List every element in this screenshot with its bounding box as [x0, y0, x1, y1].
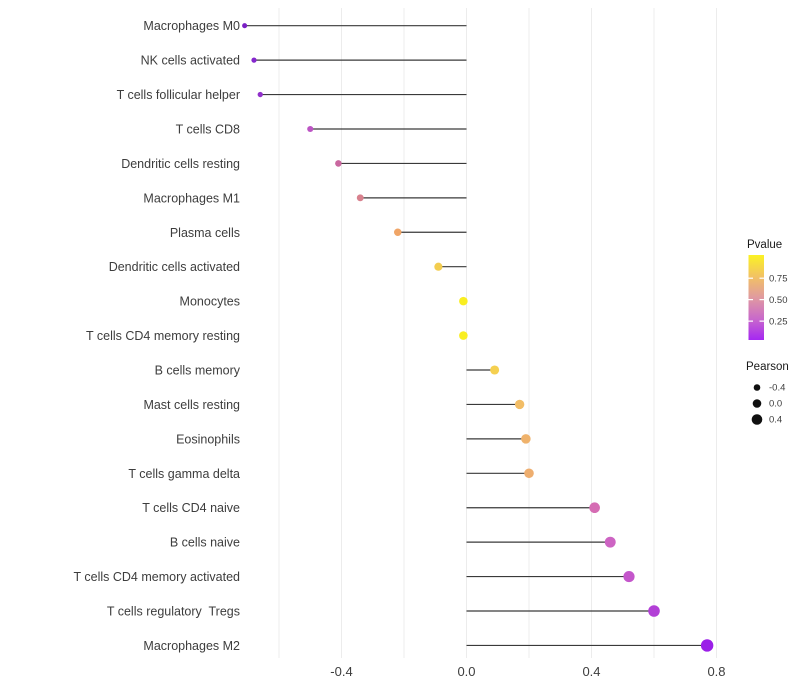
- pearson-legend-dot: [753, 384, 761, 391]
- lollipop-dot: [524, 468, 534, 479]
- lollipop-dot: [242, 23, 248, 29]
- pearson-legend-dot: [751, 414, 763, 425]
- x-axis-tick-label: 0.4: [582, 664, 600, 679]
- pearson-legend-label: -0.4: [769, 383, 785, 394]
- category-label: T cells CD4 memory activated: [74, 570, 241, 584]
- category-label: Mast cells resting: [143, 398, 240, 412]
- category-label: NK cells activated: [141, 54, 240, 68]
- lollipop-dot: [490, 365, 500, 375]
- lollipop-dot: [394, 228, 402, 237]
- category-label: Eosinophils: [176, 432, 240, 446]
- category-label: B cells naive: [170, 536, 240, 550]
- category-label: Macrophages M0: [143, 19, 240, 33]
- lollipop-dot: [521, 434, 531, 444]
- pvalue-tick-label: 0.50: [769, 295, 788, 306]
- category-label: T cells gamma delta: [128, 467, 240, 481]
- category-label: T cells CD8: [176, 122, 240, 136]
- pvalue-tick-label: 0.75: [769, 273, 788, 284]
- lollipop-dot: [589, 502, 600, 514]
- lollipop-dot: [648, 605, 660, 617]
- category-label: Dendritic cells activated: [109, 260, 240, 274]
- x-axis-tick-label: -0.4: [330, 664, 352, 679]
- lollipop-dot: [251, 57, 257, 63]
- lollipop-dot: [257, 91, 263, 98]
- lollipop-dot: [623, 570, 635, 583]
- pvalue-colorbar: [748, 255, 764, 340]
- pvalue-tick-label: 0.25: [769, 316, 788, 327]
- pearson-legend-title: Pearson: [746, 361, 789, 373]
- category-label: T cells CD4 naive: [142, 501, 240, 515]
- pearson-legend-label: 0.0: [769, 399, 782, 410]
- lollipop-dot: [335, 160, 342, 167]
- lollipop-dot: [434, 262, 443, 271]
- lollipop-dot: [307, 125, 314, 133]
- category-label: B cells memory: [155, 364, 241, 378]
- category-label: Dendritic cells resting: [121, 157, 240, 171]
- lollipop-dot: [356, 194, 364, 202]
- pearson-legend-dot: [752, 399, 762, 408]
- x-axis-tick-label: 0.8: [707, 664, 725, 679]
- pvalue-legend-title: Pvalue: [747, 239, 782, 251]
- lollipop-dot: [459, 331, 468, 340]
- category-label: T cells regulatory Tregs: [107, 605, 240, 619]
- lollipop-dot: [700, 639, 714, 652]
- category-label: T cells follicular helper: [117, 88, 240, 102]
- x-axis-tick-label: 0.0: [457, 664, 475, 679]
- lollipop-dot: [514, 399, 525, 410]
- category-label: Monocytes: [180, 295, 240, 309]
- category-label: T cells CD4 memory resting: [86, 329, 240, 343]
- lollipop-dot: [604, 536, 616, 548]
- lollipop-dot: [459, 296, 468, 306]
- category-label: Macrophages M2: [143, 639, 240, 653]
- category-label: Macrophages M1: [143, 191, 240, 205]
- category-label: Plasma cells: [170, 226, 240, 240]
- pearson-legend-label: 0.4: [769, 415, 782, 426]
